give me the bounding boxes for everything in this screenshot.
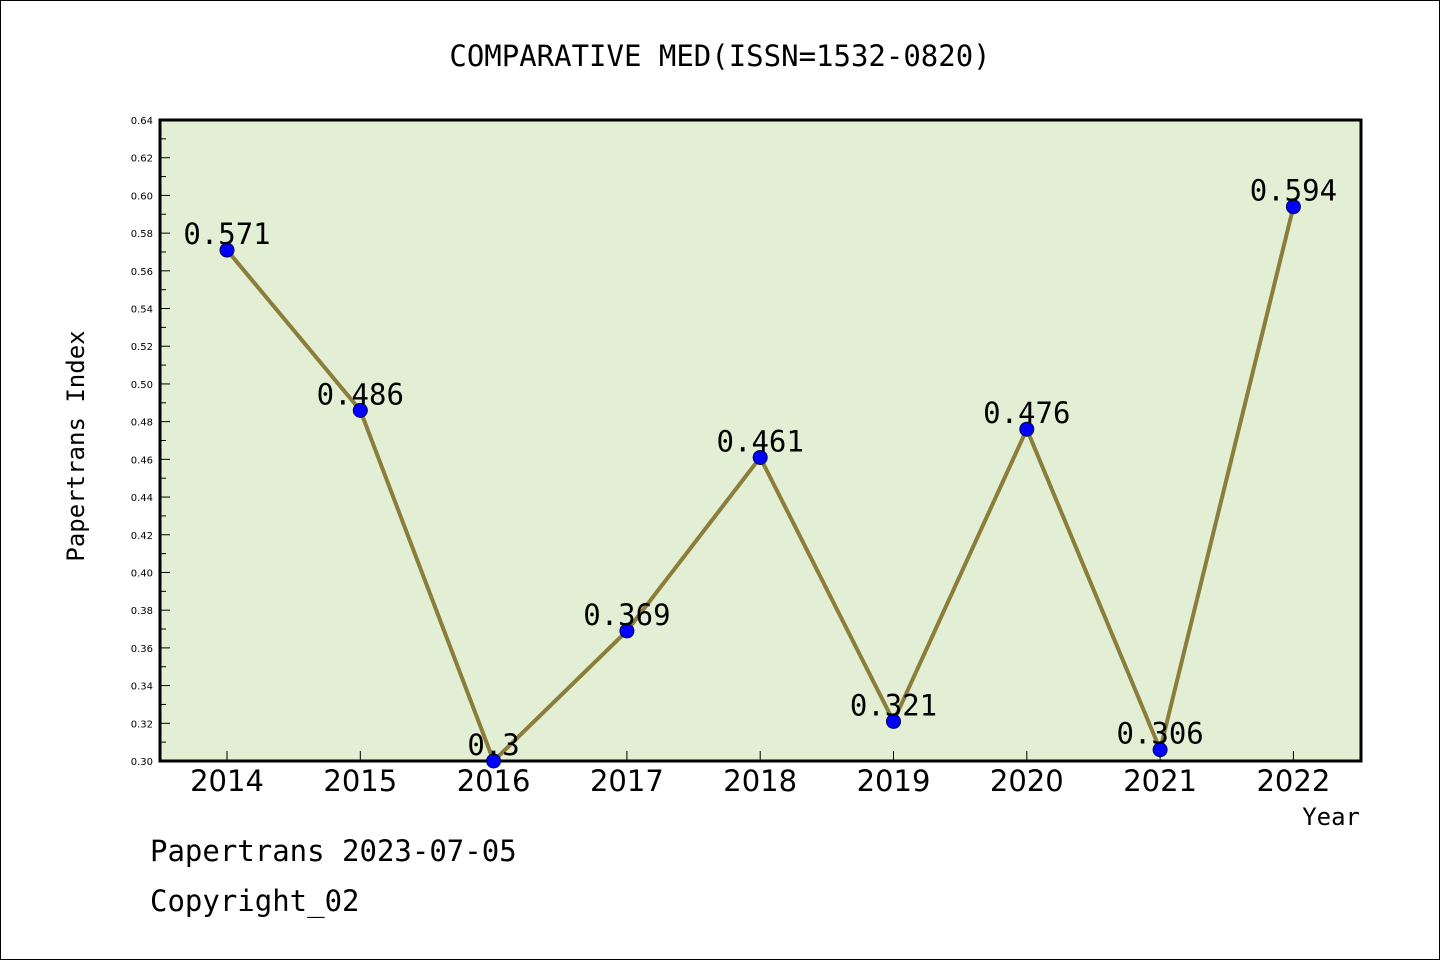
y-tick-label: 0.38 — [131, 606, 153, 617]
y-tick-label: 0.50 — [131, 380, 153, 391]
data-point-2020 — [1019, 421, 1035, 437]
x-tick-label: 2020 — [990, 764, 1064, 798]
x-tick-label: 2021 — [1123, 764, 1197, 798]
data-label-2021: 0.306 — [1116, 717, 1203, 751]
y-tick-label: 0.48 — [131, 418, 153, 429]
y-tick-label: 0.46 — [131, 455, 153, 466]
data-point-2019 — [886, 713, 901, 729]
y-tick-label: 0.36 — [131, 644, 153, 655]
data-label-2017: 0.369 — [583, 598, 670, 632]
data-label-2016: 0.3 — [467, 728, 519, 762]
y-axis-label: Papertrans Index — [62, 330, 90, 561]
footer-date: Papertrans 2023-07-05 — [150, 834, 517, 868]
y-tick-label: 0.64 — [131, 116, 153, 127]
x-tick-label: 2018 — [723, 764, 797, 798]
data-point-2017 — [619, 623, 635, 639]
data-point-2022 — [1285, 199, 1301, 215]
data-point-2016 — [486, 753, 502, 769]
x-tick-label: 2014 — [190, 764, 264, 798]
y-tick-label: 0.44 — [131, 493, 153, 504]
y-tick-label: 0.56 — [131, 267, 153, 278]
data-label-2018: 0.461 — [717, 424, 804, 458]
y-axis: 0.30 0.32 0.34 0.36 0.38 0.40 0.42 0.44 0.46 0.48… — [131, 116, 170, 768]
y-tick-label: 0.54 — [131, 305, 153, 316]
y-tick-label: 0.34 — [131, 682, 153, 693]
data-label-2022: 0.594 — [1250, 174, 1337, 208]
y-tick-label: 0.58 — [131, 229, 153, 240]
data-label-2015: 0.486 — [317, 377, 404, 411]
y-tick-label: 0.32 — [131, 719, 153, 730]
x-axis: 2014 2015 2016 2017 2018 2019 2020 2021 2022 — [190, 751, 1330, 798]
data-label-2019: 0.321 — [850, 688, 937, 722]
data-points — [219, 199, 1301, 769]
x-tick-label: 2022 — [1256, 764, 1330, 798]
x-tick-label: 2019 — [857, 764, 931, 798]
data-label-2014: 0.571 — [183, 217, 270, 251]
data-point-2021 — [1152, 742, 1168, 758]
y-tick-label: 0.60 — [131, 191, 153, 202]
y-tick-label: 0.62 — [131, 154, 153, 165]
data-point-2018 — [752, 449, 768, 465]
plot-area — [158, 118, 1363, 763]
y-tick-label: 0.40 — [131, 568, 153, 579]
chart-title: COMPARATIVE MED(ISSN=1532-0820) — [449, 39, 990, 73]
data-point-2014 — [219, 242, 235, 258]
data-point-2015 — [352, 402, 368, 418]
y-tick-label: 0.42 — [131, 531, 153, 542]
data-label-2020: 0.476 — [983, 396, 1070, 430]
x-tick-label: 2015 — [323, 764, 397, 798]
x-tick-label: 2016 — [457, 764, 531, 798]
data-labels: 0.571 0.486 0.3 0.369 0.461 0.321 0.476 0.306 0.… — [183, 174, 1337, 762]
y-tick-label: 0.52 — [131, 342, 153, 353]
footer-copyright: Copyright_02 — [150, 884, 360, 918]
x-tick-label: 2017 — [590, 764, 664, 798]
x-axis-label: Year — [1302, 803, 1360, 831]
y-tick-label: 0.30 — [131, 757, 153, 768]
